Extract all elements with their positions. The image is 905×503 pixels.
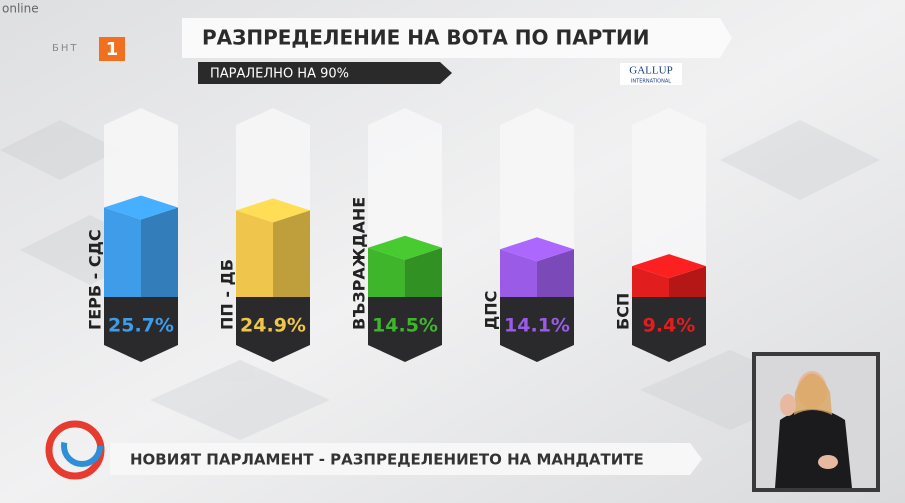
value-label: 25.7%: [108, 315, 174, 337]
chart-title: РАЗПРЕДЕЛЕНИЕ НА ВОТА ПО ПАРТИИ: [202, 26, 649, 50]
value-badge: [632, 297, 706, 362]
online-label: online: [2, 2, 39, 16]
bar-right-face: [141, 207, 178, 312]
bar-top-face: [236, 198, 310, 223]
value-label: 24.9%: [240, 315, 306, 337]
bar: [368, 235, 442, 312]
source-logo-sub: INTERNATIONAL: [631, 79, 671, 85]
bar-right-face: [537, 249, 574, 312]
ticker-text: НОВИЯТ ПАРЛАМЕНТ - РАЗПРЕДЕЛЕНИЕТО НА МА…: [130, 451, 644, 469]
value-label: 14.5%: [372, 315, 438, 337]
bar-top-face: [632, 254, 706, 279]
program-logo-ring: [61, 425, 103, 467]
bar-left-face: [500, 249, 537, 312]
interpreter-hand: [780, 394, 796, 416]
bar: [236, 198, 310, 312]
title-banner: [182, 18, 732, 58]
chart-subtitle: ПАРАЛЕЛНО НА 90%: [210, 67, 349, 82]
bar-top-face: [368, 235, 442, 260]
value-label: 14.1%: [504, 315, 570, 337]
bar-right-face: [273, 210, 310, 312]
subtitle-band: [198, 62, 452, 84]
source-logo-box: [620, 63, 682, 85]
bars: 25.7%ГЕРБ - СДС 24.9%ПП - ДБ 14.5%ВЪЗРАЖДА…: [86, 108, 706, 362]
bar: [500, 237, 574, 312]
channel-number: 1: [106, 39, 119, 60]
bar-top-face: [104, 195, 178, 220]
category-label: ПП - ДБ: [218, 259, 237, 330]
value-badge: [104, 297, 178, 362]
interpreter-hair: [794, 373, 832, 415]
value-label: 9.4%: [643, 315, 696, 337]
category-label: БСП: [614, 293, 633, 330]
value-badge: [368, 297, 442, 362]
category-label: ГЕРБ - СДС: [86, 229, 105, 330]
bar-left-face: [104, 207, 141, 312]
category-label: ВЪЗРАЖДАНЕ: [350, 197, 369, 330]
bar-right-face: [405, 247, 442, 312]
bar-top-face: [500, 237, 574, 262]
value-badge: [500, 297, 574, 362]
bar-left-face: [368, 247, 405, 312]
bar-left-face: [236, 210, 273, 312]
source-logo: GALLUP: [629, 65, 672, 77]
category-label: ДПС: [482, 291, 501, 330]
value-badge: [236, 297, 310, 362]
interpreter-body: [775, 409, 852, 488]
channel-logo: БНТ: [52, 43, 79, 54]
channel-badge: [99, 37, 125, 61]
bar: [104, 195, 178, 312]
interpreter-hand: [818, 455, 838, 469]
ticker-band: [110, 443, 702, 475]
